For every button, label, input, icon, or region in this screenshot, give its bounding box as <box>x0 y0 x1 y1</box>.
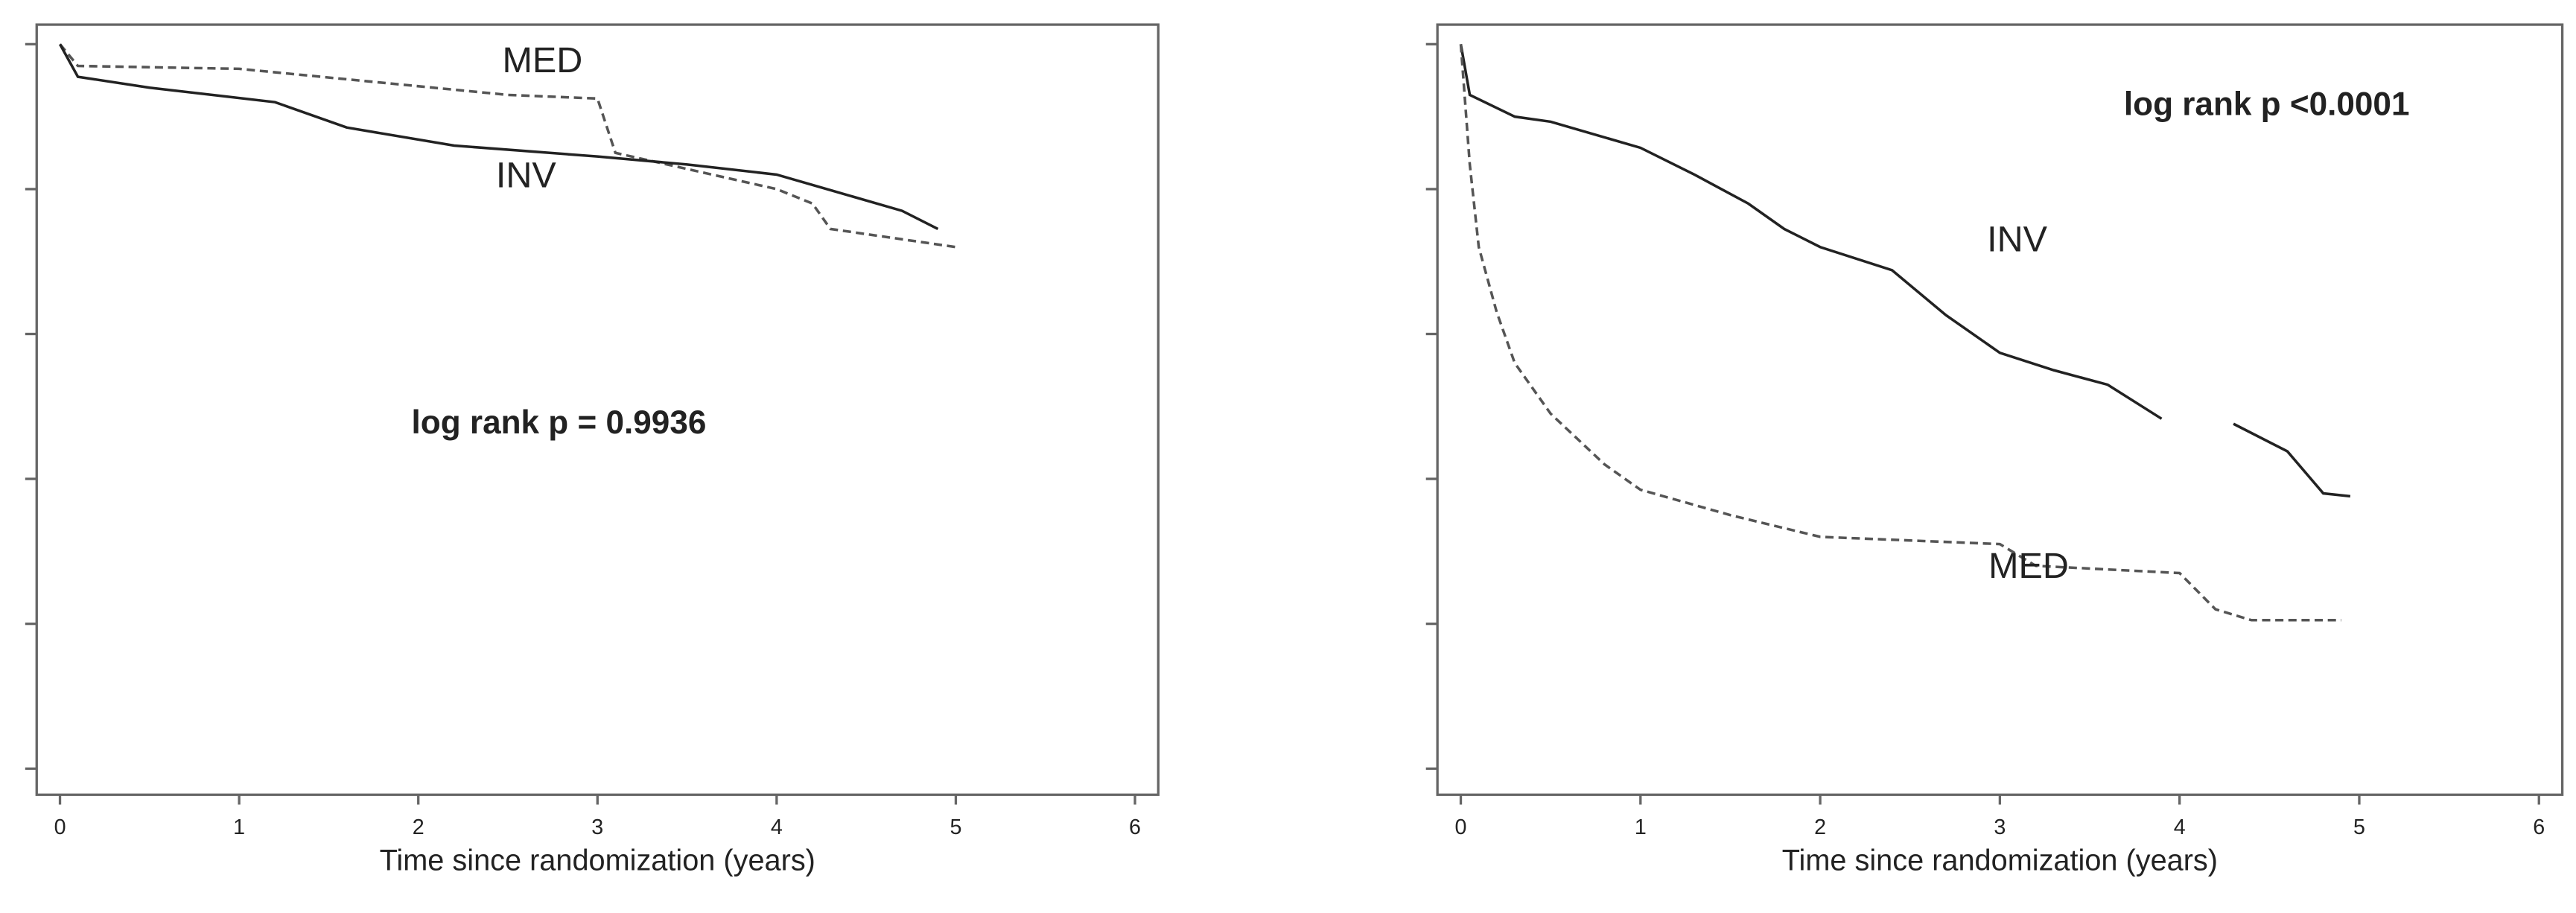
x-axis-title: Time since randomization (years) <box>1782 844 2218 877</box>
survival-curve <box>1459 44 2341 622</box>
x-tick-label: 3 <box>1994 815 2006 839</box>
x-tick-label: 0 <box>1455 815 1467 839</box>
x-tick-label: 4 <box>2174 815 2186 839</box>
survival-curve <box>59 43 956 249</box>
series-label: INV <box>1987 219 2048 259</box>
x-tick-label: 6 <box>1129 815 1141 839</box>
x-axis-title: Time since randomization (years) <box>380 844 815 877</box>
x-tick-label: 0 <box>54 815 66 839</box>
x-tick-label: 2 <box>1814 815 1826 839</box>
chart-panel: 0 1 2 3 4 5 6 Time since randomization (years) I… <box>1425 23 2564 877</box>
series-label: MED <box>1988 546 2069 586</box>
x-tick-label: 5 <box>950 815 961 839</box>
x-tick-label: 4 <box>771 815 783 839</box>
series-label: MED <box>503 40 583 80</box>
survival-curve <box>1459 44 2351 498</box>
series-label: INV <box>496 155 557 195</box>
survival-curve <box>58 43 939 231</box>
x-tick-label: 1 <box>1635 815 1647 839</box>
annotation: log rank p <0.0001 <box>2124 86 2410 122</box>
annotation: log rank p = 0.9936 <box>412 404 707 441</box>
x-tick-label: 2 <box>413 815 424 839</box>
x-tick-label: 6 <box>2533 815 2545 839</box>
x-tick-label: 5 <box>2353 815 2365 839</box>
x-tick-label: 1 <box>233 815 245 839</box>
chart-panel: 0 1 2 3 4 5 6 Time since randomization (years) M… <box>25 23 1160 877</box>
plot-frame <box>1436 23 2564 796</box>
x-tick-label: 3 <box>591 815 603 839</box>
